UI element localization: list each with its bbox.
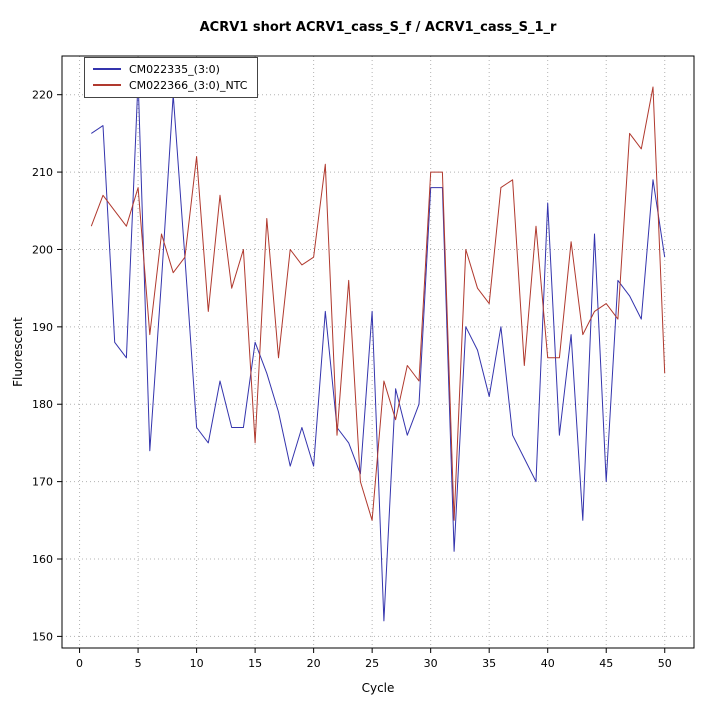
series-1-label: CM022335_(3:0)	[129, 62, 220, 76]
y-tick-label: 190	[32, 321, 53, 334]
axis-ticks: 0 5 10 15 20 25 30 35 40 45 50 150 160 170 180 190 200 21…	[32, 89, 672, 670]
y-tick-label: 180	[32, 398, 53, 411]
plot-border	[61, 55, 695, 649]
y-tick-label: 170	[32, 476, 53, 489]
x-tick-label: 30	[424, 657, 438, 670]
x-tick-label: 20	[307, 657, 321, 670]
chart-title: ACRV1 short ACRV1_cass_S_f / ACRV1_cass_…	[199, 20, 557, 35]
x-tick-label: 45	[599, 657, 613, 670]
x-tick-label: 40	[541, 657, 555, 670]
series-1-line-swatch	[93, 68, 121, 70]
x-tick-label: 0	[76, 657, 83, 670]
x-tick-label: 10	[190, 657, 204, 670]
series-line-1	[91, 78, 666, 622]
y-tick-label: 160	[32, 553, 53, 566]
x-axis-label: Cycle	[361, 681, 395, 695]
grid-lines	[62, 56, 694, 648]
y-axis-label: Fluorescent	[11, 317, 25, 387]
series-2-label: CM022366_(3:0)_NTC	[129, 78, 248, 92]
y-tick-label: 200	[32, 243, 53, 256]
x-tick-label: 15	[248, 657, 262, 670]
series-line-2	[90, 86, 666, 521]
legend-entry-series-2: CM022366_(3:0)_NTC	[93, 77, 247, 93]
legend-entry-series-1: CM022335_(3:0)	[93, 61, 247, 77]
series-2-line-swatch	[93, 84, 121, 86]
y-tick-label: 220	[32, 89, 53, 102]
legend: CM022335_(3:0) CM022366_(3:0)_NTC	[84, 57, 259, 98]
x-tick-label: 25	[365, 657, 379, 670]
x-tick-label: 35	[482, 657, 496, 670]
x-tick-label: 50	[658, 657, 672, 670]
y-tick-label: 150	[32, 630, 53, 643]
x-tick-label: 5	[135, 657, 142, 670]
y-tick-label: 210	[32, 166, 53, 179]
